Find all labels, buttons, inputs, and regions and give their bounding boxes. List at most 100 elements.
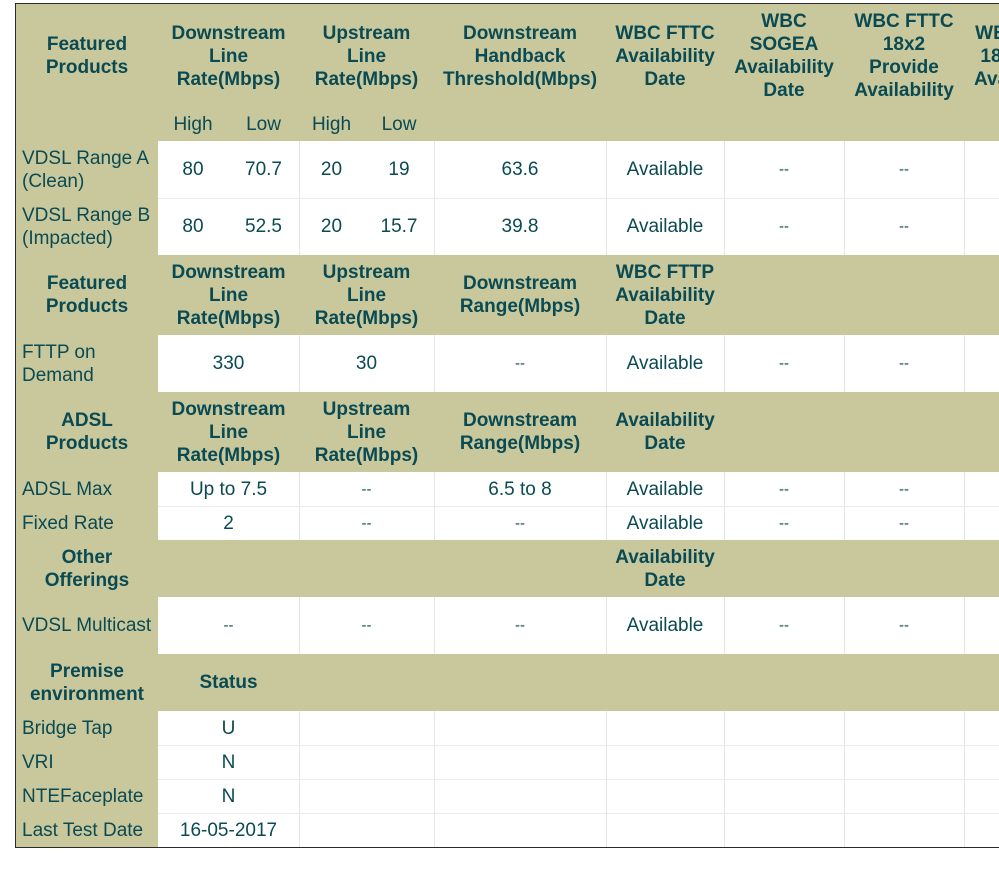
cell-availability: Available bbox=[606, 506, 724, 540]
grid-line bbox=[606, 472, 607, 540]
grid-line bbox=[724, 711, 725, 847]
header-downstream-line-rate: Downstream Line Rate(Mbps) bbox=[158, 4, 299, 108]
cell-up-high: 20 bbox=[299, 141, 364, 198]
header4-other-offerings: Other Offerings bbox=[16, 540, 158, 597]
header4-availability-date: Availability Date bbox=[606, 540, 724, 597]
header2-downstream-range-text: Downstream Range(Mbps) bbox=[459, 273, 581, 317]
grid-line bbox=[964, 597, 965, 654]
cell-col7: -- bbox=[844, 506, 964, 540]
cell-sogea-availability: -- bbox=[724, 198, 844, 255]
cell-col6: -- bbox=[724, 506, 844, 540]
header2-downstream-line-rate-text: Downstream Line Rate(Mbps) bbox=[171, 261, 286, 329]
subheader-up-high: High bbox=[299, 108, 364, 141]
header5-blank bbox=[299, 654, 999, 711]
cell-fttc-availability: Available bbox=[606, 198, 724, 255]
cell-up-high: 20 bbox=[299, 198, 364, 255]
grid-line bbox=[964, 335, 965, 392]
cell-fttc-availability: Available bbox=[606, 141, 724, 198]
header2-featured-products-text: Featured Products bbox=[45, 273, 129, 317]
cell-upstream: -- bbox=[299, 472, 434, 506]
grid-line bbox=[434, 141, 435, 255]
grid-line bbox=[844, 711, 845, 847]
grid-line bbox=[964, 472, 965, 540]
grid-line bbox=[434, 711, 435, 847]
row-label-fttp-on-demand: FTTP on Demand bbox=[16, 335, 158, 392]
header2-upstream-line-rate: Upstream Line Rate(Mbps) bbox=[299, 255, 434, 335]
cell-sogea-availability: -- bbox=[724, 141, 844, 198]
cell-col6: -- bbox=[724, 335, 844, 392]
header5-status: Status bbox=[158, 654, 299, 711]
subheader-down-high: High bbox=[158, 108, 228, 141]
header3-downstream-range: Downstream Range(Mbps) bbox=[434, 392, 606, 472]
grid-line bbox=[606, 335, 607, 392]
header-upstream-line-rate-text: Upstream Line Rate(Mbps) bbox=[314, 22, 419, 90]
cell-col6: -- bbox=[724, 472, 844, 506]
header3-downstream-range-text: Downstream Range(Mbps) bbox=[459, 410, 581, 454]
grid-line bbox=[299, 597, 300, 654]
header3-downstream-line-rate: Downstream Line Rate(Mbps) bbox=[158, 392, 299, 472]
cell-fttc-18x2: -- bbox=[844, 198, 964, 255]
grid-line bbox=[606, 597, 607, 654]
header2-upstream-line-rate-text: Upstream Line Rate(Mbps) bbox=[314, 261, 419, 329]
row-label-vdsl-range-a: VDSL Range A (Clean) bbox=[16, 141, 158, 198]
cell-fttc-18x2: -- bbox=[844, 141, 964, 198]
header-cut-column: WB 18 Ava bbox=[964, 4, 999, 108]
grid-line bbox=[606, 711, 607, 847]
cell-up-low: 19 bbox=[364, 141, 434, 198]
header4-blank-right bbox=[724, 540, 999, 597]
grid-line bbox=[964, 141, 965, 255]
cell-upstream: -- bbox=[299, 597, 434, 654]
cell-availability: Available bbox=[606, 597, 724, 654]
cell-downstream-range: 6.5 to 8 bbox=[434, 472, 606, 506]
cell-downstream: Up to 7.5 bbox=[158, 472, 299, 506]
header-wbc-sogea-availability-text: WBC SOGEA Availability Date bbox=[734, 11, 834, 101]
header2-wbc-fttp-availability: WBC FTTP Availability Date bbox=[606, 255, 724, 335]
header-featured-products: Featured Products bbox=[16, 4, 158, 108]
cell-col7: -- bbox=[844, 472, 964, 506]
header4-blank-left bbox=[158, 540, 606, 597]
grid-line bbox=[964, 711, 965, 847]
grid-line bbox=[158, 745, 999, 746]
row-label-fixed-rate: Fixed Rate bbox=[16, 506, 158, 540]
header4-availability-date-text: Availability Date bbox=[615, 546, 715, 591]
row-label-vri: VRI bbox=[16, 745, 158, 779]
subheader-blank bbox=[16, 108, 158, 141]
grid-line bbox=[158, 506, 999, 507]
grid-line bbox=[299, 472, 300, 540]
cell-upstream: 30 bbox=[299, 335, 434, 392]
grid-line bbox=[724, 141, 725, 255]
header-wbc-sogea-availability: WBC SOGEA Availability Date bbox=[724, 4, 844, 108]
subheader-up-low: Low bbox=[364, 108, 434, 141]
header3-availability-date: Availability Date bbox=[606, 392, 724, 472]
header3-upstream-line-rate: Upstream Line Rate(Mbps) bbox=[299, 392, 434, 472]
grid-line bbox=[724, 472, 725, 540]
header3-availability-date-text: Availability Date bbox=[615, 410, 715, 454]
grid-line bbox=[158, 779, 999, 780]
header-downstream-line-rate-text: Downstream Line Rate(Mbps) bbox=[171, 22, 286, 90]
header3-adsl-products-text: ADSL Products bbox=[45, 410, 129, 454]
grid-line bbox=[434, 335, 435, 392]
header2-downstream-range: Downstream Range(Mbps) bbox=[434, 255, 606, 335]
header-downstream-handback-threshold-text: Downstream Handback Threshold(Mbps) bbox=[442, 22, 598, 90]
header3-upstream-line-rate-text: Upstream Line Rate(Mbps) bbox=[314, 398, 419, 466]
cell-status: 16-05-2017 bbox=[158, 813, 299, 847]
row-label-adsl-max: ADSL Max bbox=[16, 472, 158, 506]
header-featured-products-text: Featured Products bbox=[45, 34, 129, 78]
subheader-down-low: Low bbox=[228, 108, 299, 141]
cell-col6: -- bbox=[724, 597, 844, 654]
header3-downstream-line-rate-text: Downstream Line Rate(Mbps) bbox=[171, 398, 286, 466]
header2-wbc-fttp-availability-text: WBC FTTP Availability Date bbox=[615, 261, 715, 329]
grid-line bbox=[606, 141, 607, 255]
grid-line bbox=[434, 597, 435, 654]
header2-featured-products: Featured Products bbox=[16, 255, 158, 335]
grid-line bbox=[844, 472, 845, 540]
cell-down-high: 80 bbox=[158, 141, 228, 198]
cell-status: N bbox=[158, 745, 299, 779]
cell-col7: -- bbox=[844, 335, 964, 392]
grid-line bbox=[299, 141, 300, 255]
header-wbc-fttc-availability: WBC FTTC Availability Date bbox=[606, 4, 724, 108]
grid-line bbox=[299, 711, 300, 847]
cell-down-high: 80 bbox=[158, 198, 228, 255]
grid-line bbox=[844, 335, 845, 392]
header-wbc-fttc-18x2-text: WBC FTTC 18x2 Provide Availability bbox=[854, 11, 954, 101]
